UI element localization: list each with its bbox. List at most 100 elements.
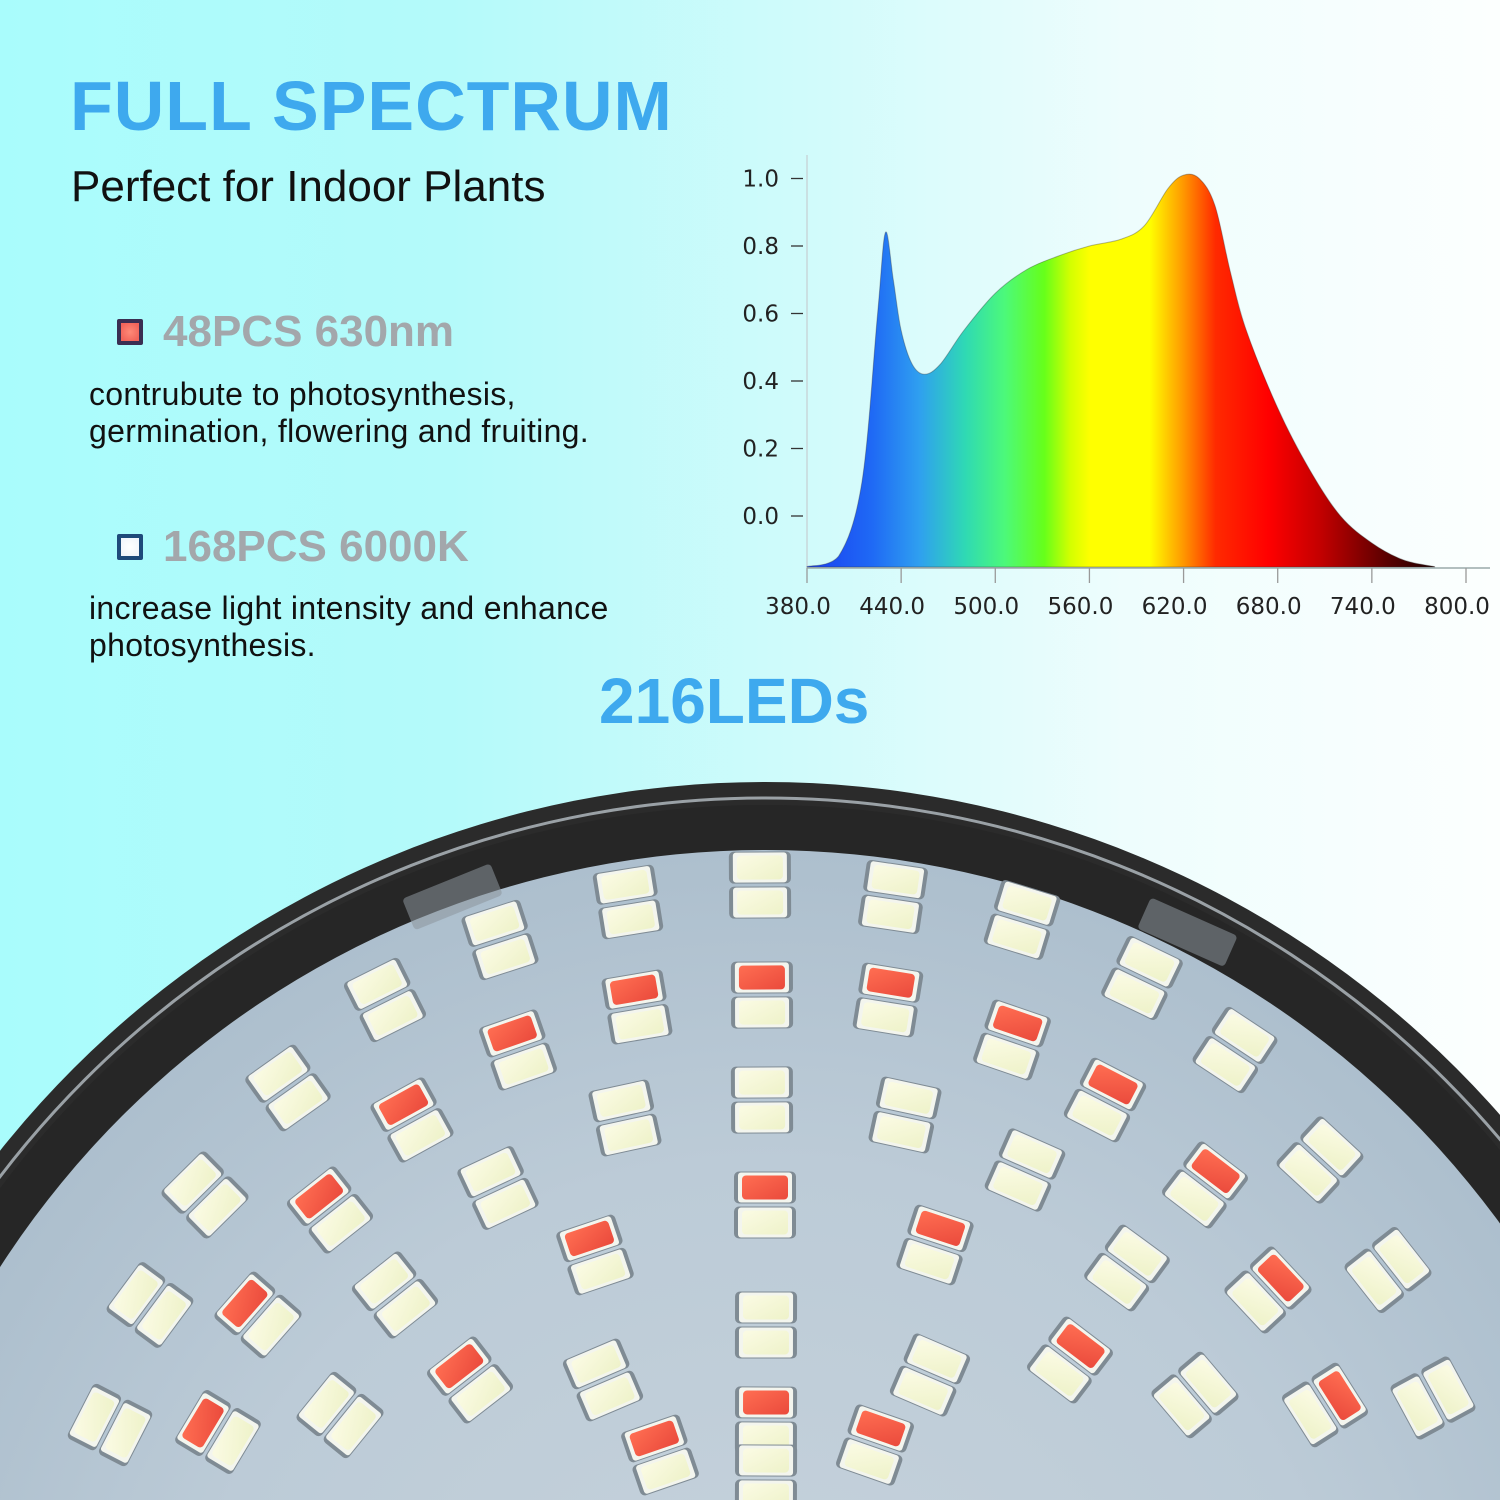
red-led-swatch-icon [117,319,143,345]
white-led-chip [861,1002,910,1033]
white-led-chip [981,1038,1031,1075]
led-pair [245,1044,331,1132]
white-led-chip [248,1302,294,1351]
x-tick-label: 560.0 [1047,594,1113,620]
led-pair [457,1146,539,1230]
led-pair [351,1251,439,1339]
feature-white-led-desc-line1: increase light intensity and enhance [89,590,609,626]
white-led-chip [737,890,784,915]
led-pair [562,1338,644,1422]
led-pair [728,851,792,919]
white-led-chip [1308,1124,1356,1170]
white-led-chip [142,1291,186,1340]
feature-red-led-heading: 48PCS 630nm [117,307,454,357]
white-led-chip [1232,1278,1279,1326]
led-pair [852,962,924,1038]
led-pair [1192,1006,1278,1094]
led-pair [1344,1226,1432,1314]
white-led-chip [844,1443,894,1480]
led-pair [973,999,1051,1081]
feature-red-led-description: contrubute to photosynthesis, germinatio… [89,376,589,450]
rim-clips [403,864,1237,966]
red-led-chip [1191,1149,1240,1194]
white-led-chip [877,1116,926,1148]
led-pair [161,1151,249,1239]
led-pair [983,880,1061,960]
white-led-chip [499,1048,549,1085]
led-pair [734,1444,798,1500]
white-led-chip [1035,1352,1084,1396]
white-led-chip [465,1152,516,1192]
y-axis: 1.0 0.8 0.6 0.4 0.2 0.0 [742,155,808,568]
feature-red-led-title: 48PCS 630nm [163,307,455,356]
led-pair [1162,1141,1248,1229]
red-led-chip [487,1015,537,1052]
led-pair [1282,1362,1368,1448]
y-tick-label: 0.6 [742,302,779,328]
led-pair [730,1066,794,1134]
white-led-chip [743,1448,790,1473]
white-led-chip [304,1380,349,1428]
y-tick-label: 0.4 [742,369,779,395]
white-led-chip [212,1416,254,1466]
led-pair [730,961,794,1029]
led-array [67,851,1476,1500]
led-pair [1063,1057,1147,1143]
feature-white-led-desc-line2: photosynthesis. [89,627,316,663]
y-tick-label: 1.0 [742,167,779,193]
led-count-label: 216LEDs [599,665,870,737]
white-led-chip [194,1184,241,1231]
led-pair [67,1383,153,1467]
white-led-chip [360,1259,408,1304]
white-led-chip [739,1000,786,1025]
white-led-chip [480,939,530,975]
red-led-chip [435,1344,484,1389]
white-led-chip [739,1105,786,1130]
white-led-chip [1002,886,1052,921]
white-led-chip [1072,1095,1122,1136]
white-led-chip [576,1253,626,1290]
feature-white-led-heading: 168PCS 6000K [117,522,469,572]
red-led-chip [564,1220,614,1257]
white-led-chip [352,964,402,1005]
white-led-chip [736,855,783,880]
led-pair [601,969,673,1045]
red-led-chip [742,1175,788,1200]
led-pair [556,1214,634,1296]
y-tick-label: 0.8 [742,234,779,260]
led-pair [868,1076,942,1154]
white-led-chip [912,1340,962,1378]
white-led-chip [368,995,418,1036]
white-led-chip [1159,1382,1205,1430]
led-pair [896,1204,974,1286]
led-pair [734,1291,798,1359]
led-pair [1101,936,1183,1020]
y-tick-label: 0.0 [742,504,779,530]
white-led-chip [1352,1256,1397,1305]
spectrum-area [806,173,1436,568]
led-pair [889,1333,971,1417]
white-led-chip [1185,1360,1231,1408]
white-led-chip [993,1167,1043,1205]
led-pair [286,1166,374,1254]
red-led-chip [738,965,785,990]
white-led-swatch-icon [117,534,143,560]
white-led-chip [615,1009,665,1040]
white-led-chip [606,904,655,935]
led-pair [106,1262,194,1348]
white-led-chip [74,1392,115,1442]
white-led-chip [597,1085,646,1117]
led-pair [1390,1356,1476,1440]
white-led-chip [871,864,920,895]
white-led-chip [1109,974,1159,1014]
white-led-chip [641,1453,691,1490]
white-led-chip [1428,1365,1469,1415]
red-led-chip [1318,1371,1361,1420]
led-pair [1151,1351,1239,1439]
red-led-chip [856,1410,906,1447]
white-led-chip [456,1371,505,1416]
white-led-chip [742,1425,789,1450]
red-led-chip [295,1174,344,1219]
led-pair [621,1414,699,1496]
white-led-chip [316,1201,365,1246]
